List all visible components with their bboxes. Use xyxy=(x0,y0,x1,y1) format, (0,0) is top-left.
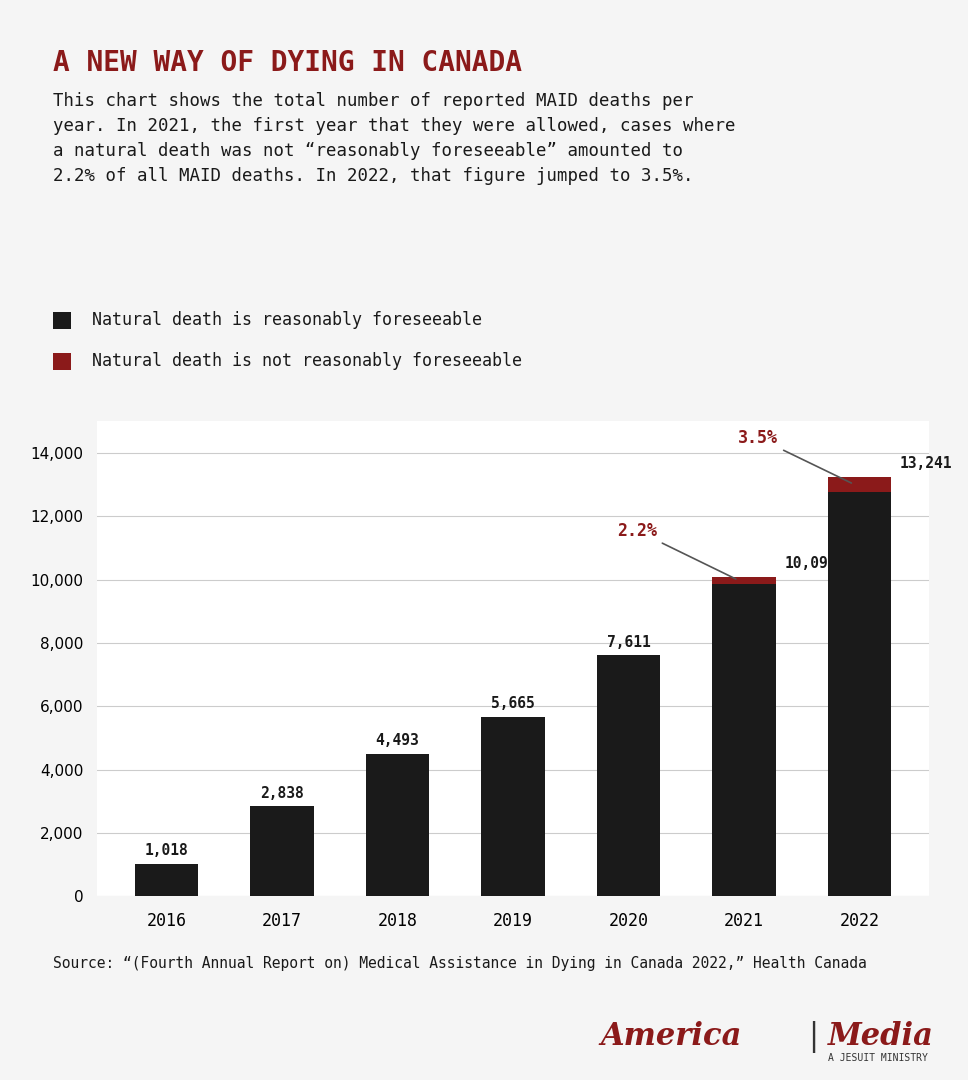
Text: 3.5%: 3.5% xyxy=(739,429,852,483)
Bar xyxy=(828,491,892,896)
Bar xyxy=(366,754,429,896)
Bar xyxy=(481,717,545,896)
Text: 13,241: 13,241 xyxy=(900,456,953,471)
Text: A NEW WAY OF DYING IN CANADA: A NEW WAY OF DYING IN CANADA xyxy=(53,49,523,77)
Text: A JESUIT MINISTRY: A JESUIT MINISTRY xyxy=(828,1053,927,1063)
Text: America: America xyxy=(600,1021,741,1052)
Bar xyxy=(828,477,892,491)
Text: Media: Media xyxy=(828,1021,933,1052)
Text: 10,092: 10,092 xyxy=(784,556,837,571)
Bar xyxy=(712,577,776,583)
Bar xyxy=(712,583,776,896)
Text: |: | xyxy=(808,1021,818,1053)
Text: 2,838: 2,838 xyxy=(260,786,304,800)
Text: 5,665: 5,665 xyxy=(491,697,535,712)
Text: 2.2%: 2.2% xyxy=(617,522,736,579)
Bar xyxy=(597,656,660,896)
Text: 1,018: 1,018 xyxy=(144,843,189,859)
Text: This chart shows the total number of reported MAID deaths per
year. In 2021, the: This chart shows the total number of rep… xyxy=(53,92,736,185)
Text: Natural death is not reasonably foreseeable: Natural death is not reasonably foreseea… xyxy=(92,352,522,369)
Text: 7,611: 7,611 xyxy=(607,635,650,649)
Bar xyxy=(135,864,198,896)
Text: Natural death is reasonably foreseeable: Natural death is reasonably foreseeable xyxy=(92,311,482,328)
Text: 4,493: 4,493 xyxy=(376,733,419,748)
Text: Source: “(Fourth Annual Report on) Medical Assistance in Dying in Canada 2022,” : Source: “(Fourth Annual Report on) Medic… xyxy=(53,956,867,971)
Bar xyxy=(250,807,314,896)
